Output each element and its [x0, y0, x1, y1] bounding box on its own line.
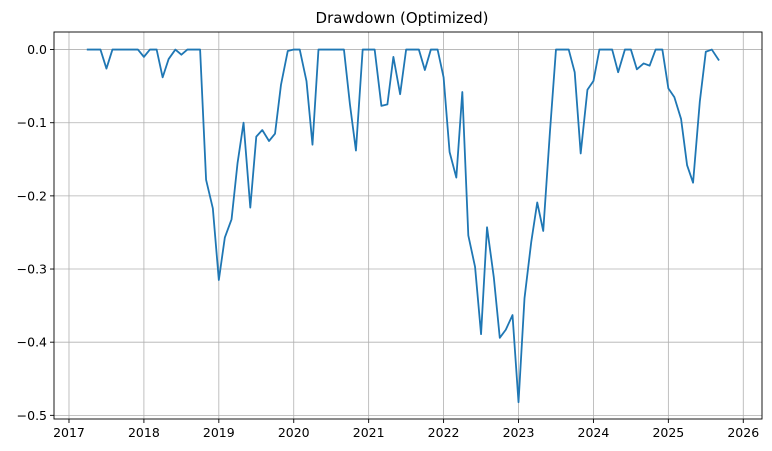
chart-title: Drawdown (Optimized) — [316, 9, 489, 27]
x-tick-label: 2026 — [727, 425, 759, 440]
x-tick-label: 2017 — [53, 425, 85, 440]
x-tick-label: 2020 — [278, 425, 310, 440]
x-axis: 2017 2018 2019 2020 2021 2022 2023 2024 2025 2026 — [53, 419, 759, 440]
x-tick-label: 2021 — [353, 425, 385, 440]
y-tick-label: −0.3 — [17, 262, 47, 277]
x-tick-label: 2023 — [503, 425, 535, 440]
y-tick-label: −0.4 — [17, 335, 47, 350]
grid-lines — [54, 32, 762, 419]
x-tick-label: 2019 — [203, 425, 235, 440]
axes-frame — [53, 31, 763, 420]
y-tick-label: −0.5 — [17, 408, 47, 423]
drawdown-series-line — [86, 48, 720, 404]
y-tick-label: −0.1 — [17, 115, 47, 130]
plot-area — [86, 48, 720, 404]
x-tick-label: 2024 — [578, 425, 610, 440]
y-tick-label: −0.2 — [17, 188, 47, 203]
x-tick-label: 2025 — [652, 425, 684, 440]
y-axis: 0.0 −0.1 −0.2 −0.3 −0.4 −0.5 — [17, 42, 54, 423]
x-tick-label: 2018 — [128, 425, 160, 440]
y-tick-label: 0.0 — [27, 42, 47, 57]
x-tick-label: 2022 — [428, 425, 460, 440]
